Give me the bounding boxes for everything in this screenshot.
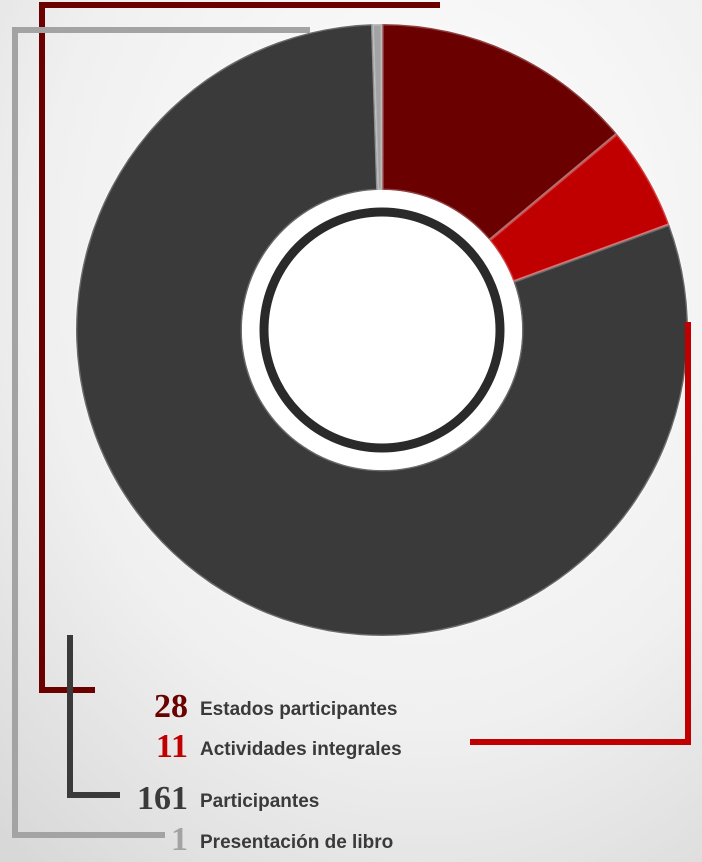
legend-value: 161 (137, 780, 188, 817)
inner-ring (259, 207, 505, 453)
donut-hole (242, 190, 522, 470)
leader-line (470, 322, 691, 745)
legend-value: 28 (154, 688, 188, 725)
legend-label: Presentación de libro (200, 832, 393, 853)
legend-label: Estados participantes (200, 699, 397, 720)
leader-line (12, 27, 310, 838)
leader-line (67, 635, 120, 798)
legend-label: Actividades integrales (200, 739, 402, 760)
legend: 28 Estados participantes 11 Actividades int… (12, 2, 691, 858)
legend-value: 1 (171, 821, 188, 858)
legend-label: Participantes (200, 791, 319, 812)
legend-value: 11 (156, 728, 188, 765)
